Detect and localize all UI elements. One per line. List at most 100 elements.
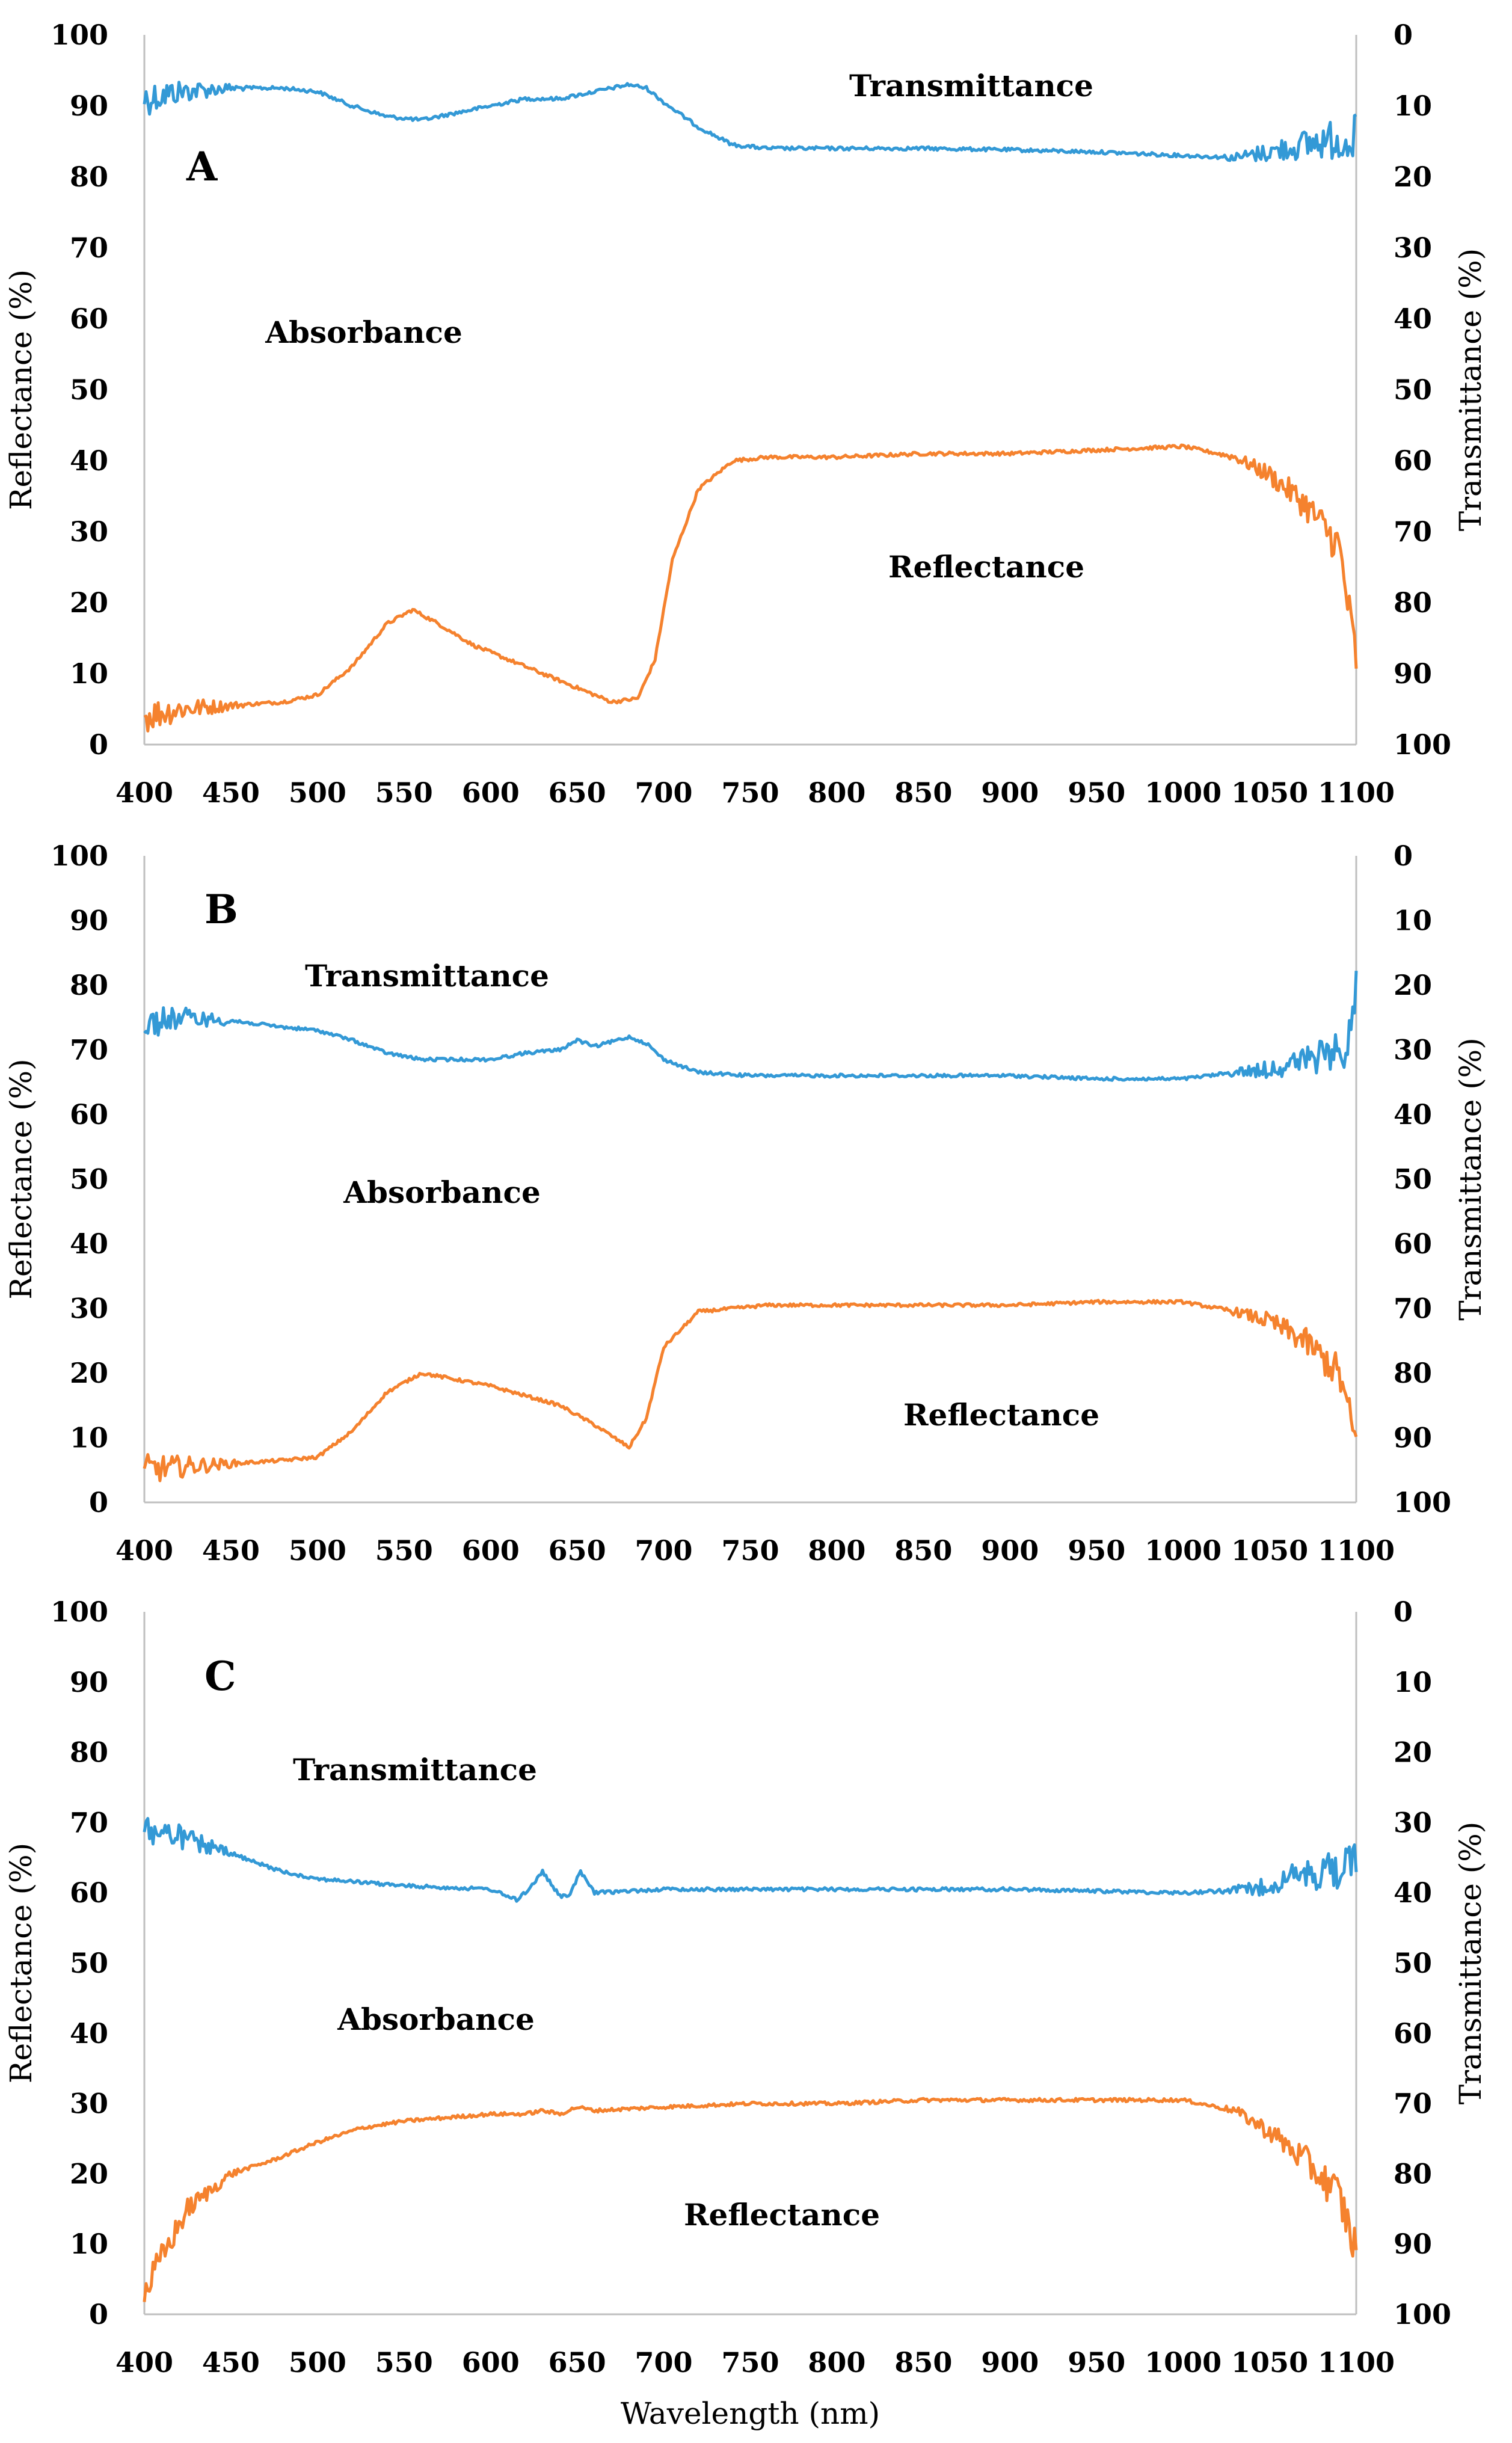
x-tick-label: 800 (808, 1534, 865, 1567)
right-tick-label: 20 (1394, 161, 1432, 193)
left-tick-label: 60 (70, 1098, 108, 1131)
annotation-reflectance: Reflectance (888, 549, 1084, 585)
x-tick-label: 400 (115, 2346, 173, 2379)
left-tick-label: 30 (70, 1292, 108, 1325)
left-tick-label: 0 (89, 1486, 108, 1519)
right-tick-label: 60 (1394, 2017, 1432, 2050)
series-line-transmittance (143, 971, 1358, 1082)
left-axis-title: Reflectance (%) (4, 269, 38, 510)
right-tick-label: 80 (1394, 586, 1432, 619)
right-tick-label: 50 (1394, 373, 1432, 406)
x-tick-label: 650 (549, 2346, 606, 2379)
x-tick-label: 1100 (1318, 1534, 1395, 1567)
x-tick-label: 1100 (1318, 2346, 1395, 2379)
right-axis-title: Transmittance (%) (1453, 1822, 1488, 2105)
right-tick-label: 60 (1394, 1228, 1432, 1260)
left-axis-title: Reflectance (%) (4, 1843, 38, 2083)
x-tick-label: 900 (981, 776, 1039, 809)
x-tick-label: 1050 (1231, 1534, 1308, 1567)
right-tick-label: 30 (1394, 1034, 1432, 1066)
x-tick-label: 450 (202, 776, 260, 809)
left-tick-label: 90 (70, 1666, 108, 1698)
x-tick-label: 1000 (1145, 1534, 1222, 1567)
right-tick-label: 10 (1394, 90, 1432, 122)
left-tick-label: 70 (70, 232, 108, 264)
left-tick-label: 30 (70, 2088, 108, 2120)
left-tick-label: 20 (70, 1357, 108, 1389)
left-tick-label: 40 (70, 2017, 108, 2050)
x-tick-label: 600 (462, 2346, 520, 2379)
right-tick-label: 100 (1394, 728, 1451, 761)
right-tick-label: 30 (1394, 1806, 1432, 1839)
x-tick-label: 950 (1068, 1534, 1125, 1567)
left-tick-label: 20 (70, 586, 108, 619)
left-tick-label: 70 (70, 1034, 108, 1066)
series-line-reflectance (143, 443, 1358, 733)
x-tick-label: 1050 (1231, 2346, 1308, 2379)
left-tick-label: 60 (70, 1876, 108, 1909)
left-tick-label: 10 (70, 2228, 108, 2260)
left-tick-label: 60 (70, 303, 108, 335)
x-tick-label: 900 (981, 1534, 1039, 1567)
series-line-transmittance (143, 1817, 1358, 1903)
left-tick-label: 50 (70, 373, 108, 406)
x-tick-label: 550 (375, 776, 433, 809)
right-tick-label: 10 (1394, 905, 1432, 937)
x-tick-label: 450 (202, 1534, 260, 1567)
x-tick-label: 750 (721, 776, 779, 809)
annotation-absorbance: Absorbance (265, 315, 463, 350)
x-tick-label: 750 (721, 1534, 779, 1567)
x-tick-label: 700 (635, 1534, 693, 1567)
panel-letter: B (204, 886, 238, 933)
x-tick-label: 400 (115, 776, 173, 809)
right-tick-label: 0 (1394, 19, 1413, 51)
right-tick-label: 90 (1394, 657, 1432, 690)
right-tick-label: 50 (1394, 1947, 1432, 1979)
left-tick-label: 10 (70, 1422, 108, 1454)
left-tick-label: 80 (70, 161, 108, 193)
left-axis-title: Reflectance (%) (4, 1059, 38, 1299)
left-tick-label: 10 (70, 657, 108, 690)
annotation-transmittance: Transmittance (849, 68, 1093, 103)
left-tick-label: 80 (70, 969, 108, 1001)
annotation-transmittance: Transmittance (305, 958, 549, 994)
left-tick-label: 50 (70, 1947, 108, 1979)
left-tick-label: 40 (70, 1228, 108, 1260)
x-tick-label: 400 (115, 1534, 173, 1567)
left-tick-label: 80 (70, 1736, 108, 1769)
left-tick-label: 70 (70, 1806, 108, 1839)
right-tick-label: 90 (1394, 2228, 1432, 2260)
x-tick-label: 600 (462, 1534, 520, 1567)
left-tick-label: 100 (51, 1596, 108, 1628)
right-tick-label: 70 (1394, 2088, 1432, 2120)
x-tick-label: 850 (894, 1534, 952, 1567)
x-tick-label: 1000 (1145, 776, 1222, 809)
right-tick-label: 40 (1394, 303, 1432, 335)
x-tick-label: 500 (289, 1534, 346, 1567)
x-tick-label: 700 (635, 776, 693, 809)
left-tick-label: 20 (70, 2157, 108, 2190)
right-tick-label: 90 (1394, 1422, 1432, 1454)
x-tick-label: 950 (1068, 2346, 1125, 2379)
right-tick-label: 20 (1394, 1736, 1432, 1769)
right-tick-label: 0 (1394, 840, 1413, 872)
left-tick-label: 100 (51, 840, 108, 872)
right-tick-label: 100 (1394, 2298, 1451, 2331)
annotation-reflectance: Reflectance (903, 1397, 1099, 1433)
left-tick-label: 0 (89, 728, 108, 761)
annotation-reflectance: Reflectance (684, 2197, 880, 2233)
left-tick-label: 0 (89, 2298, 108, 2331)
x-tick-label: 1000 (1145, 2346, 1222, 2379)
x-tick-label: 450 (202, 2346, 260, 2379)
right-tick-label: 80 (1394, 2157, 1432, 2190)
x-tick-label: 800 (808, 776, 865, 809)
right-axis-title: Transmittance (%) (1453, 1037, 1488, 1321)
x-tick-label: 600 (462, 776, 520, 809)
right-tick-label: 80 (1394, 1357, 1432, 1389)
right-tick-label: 70 (1394, 1292, 1432, 1325)
series-line-transmittance (143, 81, 1357, 162)
